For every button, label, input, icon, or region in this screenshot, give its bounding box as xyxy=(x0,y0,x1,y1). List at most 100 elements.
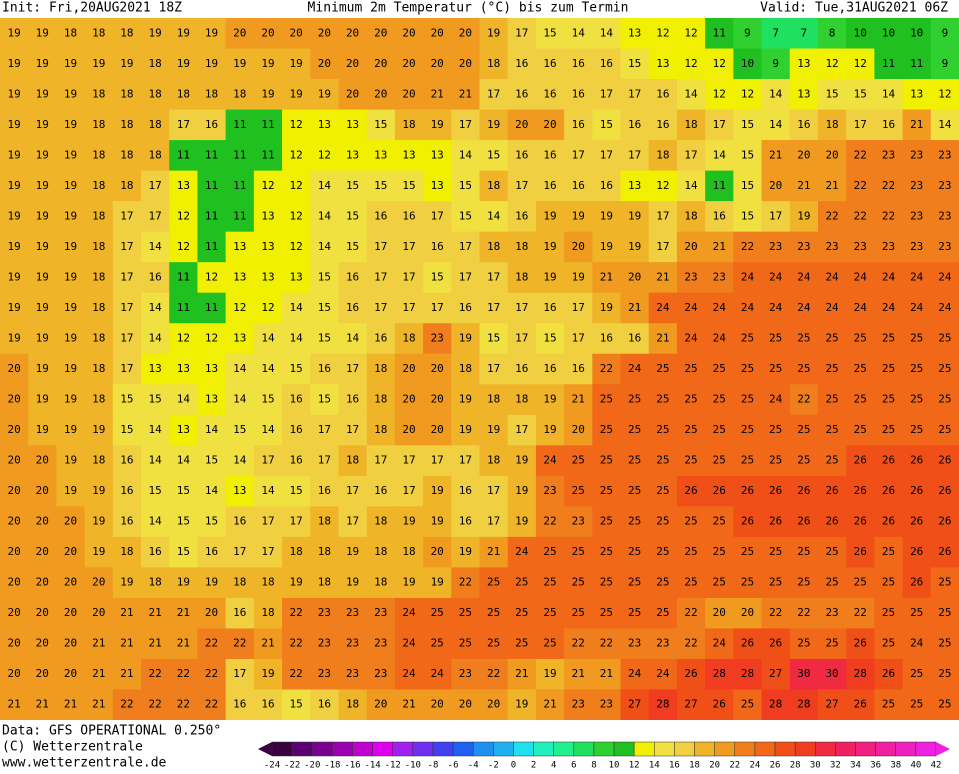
temperature-cell xyxy=(84,79,114,111)
temperature-cell xyxy=(789,414,819,446)
temperature-value: 15 xyxy=(346,240,359,253)
temperature-value: 21 xyxy=(656,270,669,283)
temperature-value: 13 xyxy=(402,148,415,161)
temperature-cell xyxy=(338,201,368,233)
temperature-value: 17 xyxy=(346,515,359,528)
temperature-cell xyxy=(676,475,706,507)
temperature-value: 12 xyxy=(177,240,190,253)
temperature-cell xyxy=(479,140,509,172)
temperature-value: 21 xyxy=(120,637,133,650)
temperature-cell xyxy=(902,109,932,141)
temperature-cell xyxy=(169,597,198,629)
temperature-cell xyxy=(930,414,959,446)
temperature-cell xyxy=(479,48,509,80)
temperature-value: 19 xyxy=(120,576,133,589)
temperature-cell xyxy=(0,445,29,477)
temperature-value: 25 xyxy=(825,545,838,558)
temperature-value: 19 xyxy=(36,148,49,161)
temperature-value: 26 xyxy=(797,484,810,497)
temperature-value: 17 xyxy=(346,423,359,436)
temperature-cell xyxy=(84,48,114,80)
temperature-cell xyxy=(733,414,763,446)
temperature-value: 12 xyxy=(177,331,190,344)
temperature-value: 20 xyxy=(374,698,387,711)
temperature-cell xyxy=(451,658,480,690)
legend-tick-label: 4 xyxy=(551,761,556,771)
temperature-cell xyxy=(253,231,283,263)
temperature-cell xyxy=(225,445,255,477)
temperature-cell xyxy=(112,323,142,355)
temperature-cell xyxy=(648,445,678,477)
temperature-cell xyxy=(705,353,734,385)
temperature-value: 17 xyxy=(515,301,528,314)
temperature-value: 18 xyxy=(374,393,387,406)
temperature-value: 23 xyxy=(910,179,923,192)
temperature-value: 25 xyxy=(938,698,951,711)
temperature-cell xyxy=(84,628,114,660)
temperature-value: 12 xyxy=(684,26,697,39)
temperature-cell xyxy=(902,18,932,50)
temperature-value: 19 xyxy=(92,545,105,558)
temperature-value: 13 xyxy=(177,179,190,192)
temperature-value: 16 xyxy=(543,87,556,100)
temperature-value: 18 xyxy=(346,454,359,467)
temperature-value: 19 xyxy=(515,484,528,497)
temperature-value: 14 xyxy=(769,87,783,100)
temperature-cell xyxy=(676,323,706,355)
temperature-cell xyxy=(817,689,847,721)
temperature-cell xyxy=(592,231,622,263)
legend-swatch xyxy=(754,741,776,757)
temperature-value: 18 xyxy=(459,362,472,375)
temperature-value: 23 xyxy=(910,209,923,222)
temperature-cell xyxy=(0,292,29,324)
temperature-value: 16 xyxy=(628,331,641,344)
temperature-value: 26 xyxy=(854,545,867,558)
temperature-value: 18 xyxy=(318,515,331,528)
temperature-cell xyxy=(507,689,537,721)
temperature-cell xyxy=(676,201,706,233)
temperature-value: 13 xyxy=(318,118,331,131)
temperature-value: 22 xyxy=(854,209,867,222)
temperature-cell xyxy=(592,48,622,80)
temperature-value: 20 xyxy=(64,606,77,619)
temperature-cell xyxy=(394,231,424,263)
temperature-cell xyxy=(423,231,452,263)
temperature-cell xyxy=(930,475,959,507)
temperature-cell xyxy=(846,109,875,141)
temperature-value: 25 xyxy=(797,362,810,375)
temperature-value: 22 xyxy=(149,667,162,680)
temperature-cell xyxy=(479,292,509,324)
temperature-value: 12 xyxy=(290,209,303,222)
temperature-cell xyxy=(197,628,227,660)
temperature-value: 22 xyxy=(290,667,303,680)
temperature-value: 20 xyxy=(7,362,20,375)
temperature-value: 23 xyxy=(797,240,810,253)
temperature-value: 18 xyxy=(656,148,669,161)
temperature-cell xyxy=(423,658,452,690)
temperature-cell xyxy=(394,658,424,690)
temperature-value: 26 xyxy=(854,637,867,650)
temperature-cell xyxy=(648,628,678,660)
temperature-cell xyxy=(902,628,932,660)
temperature-value: 22 xyxy=(600,362,613,375)
temperature-cell xyxy=(197,140,227,172)
temperature-cell xyxy=(366,414,396,446)
temperature-value: 19 xyxy=(64,393,77,406)
temperature-cell xyxy=(197,506,227,538)
temperature-value: 17 xyxy=(769,209,782,222)
temperature-cell xyxy=(451,231,480,263)
temperature-value: 18 xyxy=(374,362,387,375)
temperature-cell xyxy=(366,292,396,324)
temperature-value: 18 xyxy=(205,87,218,100)
temperature-value: 21 xyxy=(92,698,105,711)
temperature-cell xyxy=(28,140,57,172)
temperature-cell xyxy=(564,292,593,324)
temperature-value: 18 xyxy=(92,301,105,314)
temperature-value: 17 xyxy=(374,240,387,253)
temperature-value: 20 xyxy=(572,423,585,436)
temperature-value: 18 xyxy=(92,270,105,283)
temperature-cell xyxy=(112,567,142,599)
temperature-value: 19 xyxy=(7,240,20,253)
temperature-value: 21 xyxy=(628,301,641,314)
temperature-cell xyxy=(169,567,198,599)
